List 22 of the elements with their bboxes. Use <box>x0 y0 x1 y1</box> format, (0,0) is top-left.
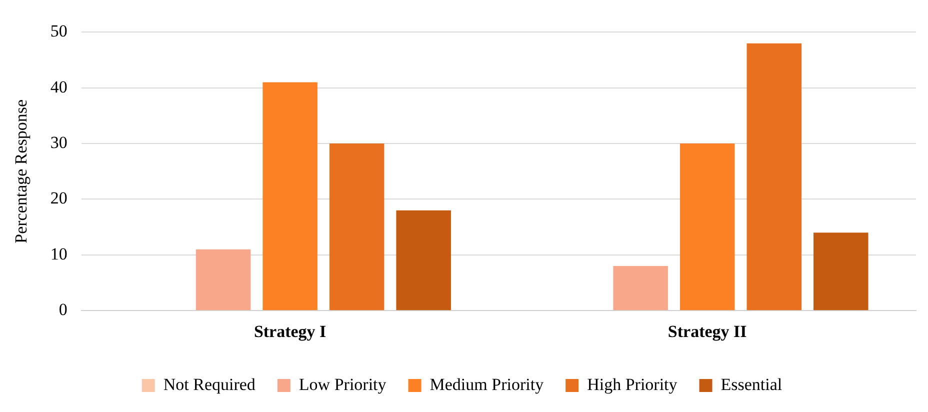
y-tick-label: 50 <box>50 22 68 41</box>
bar <box>613 266 668 310</box>
y-tick-label: 10 <box>50 244 68 264</box>
bar <box>814 232 868 310</box>
y-axis-title: Percentage Response <box>12 99 31 244</box>
legend-label: Low Priority <box>298 374 387 394</box>
bar <box>746 43 802 310</box>
y-tick-label: 30 <box>50 133 68 152</box>
legend-label: High Priority <box>587 374 678 394</box>
bar <box>262 82 318 310</box>
legend-label: Not Required <box>163 374 256 394</box>
bar <box>329 144 384 310</box>
x-tick-label: Strategy I <box>254 322 327 342</box>
legend-label: Medium Priority <box>430 374 544 394</box>
legend-label: Essential <box>720 374 782 394</box>
bar <box>196 249 251 310</box>
y-tick-label: 40 <box>50 77 68 96</box>
bar <box>396 210 451 310</box>
y-tick-label: 20 <box>50 188 68 208</box>
y-tick-label: 0 <box>58 300 68 320</box>
bar <box>680 144 735 310</box>
x-tick-label: Strategy II <box>668 322 748 342</box>
